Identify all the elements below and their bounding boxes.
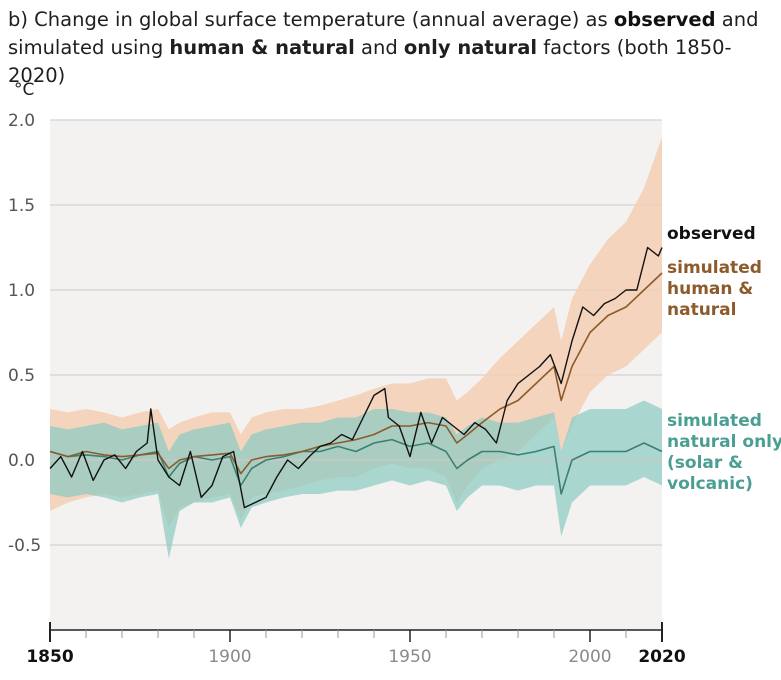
- x-tick-label: 1900: [208, 647, 251, 667]
- series-labels: observed simulated human & natural simulated…: [667, 224, 781, 494]
- uncertainty-bands: [50, 137, 662, 559]
- observed-line: [49, 246, 663, 509]
- x-tick-label: 2000: [568, 647, 611, 667]
- title-prefix: b) Change in global surface temperature …: [8, 8, 614, 31]
- title-suffix: factors (both 1850-2020): [8, 36, 732, 87]
- x-tick-label: 1850: [26, 647, 73, 667]
- title-only-natural: only natural: [403, 36, 538, 59]
- y-tick-label: 1.0: [8, 281, 35, 301]
- title-human-natural: human & natural: [169, 36, 355, 59]
- human-natural-label: simulated human & natural: [667, 258, 762, 320]
- x-axis: 1850 1900 1950 2000 2020: [26, 622, 686, 667]
- y-tick-labels: 2.0 1.5 1.0 0.5 0.0 -0.5: [8, 111, 41, 556]
- chart-title: b) Change in global surface temperature …: [8, 6, 778, 90]
- natural-only-label: simulated natural only (solar & volcanic): [667, 411, 781, 494]
- y-tick-label: -0.5: [8, 536, 41, 556]
- x-tick-label: 1950: [388, 647, 431, 667]
- human-natural-line: [49, 272, 663, 475]
- y-tick-label: 2.0: [8, 111, 35, 131]
- y-tick-label: 1.5: [8, 196, 35, 216]
- natural-only-band: [50, 400, 662, 559]
- observed-label: observed: [667, 224, 756, 244]
- y-axis-unit: °C: [14, 80, 34, 100]
- x-tick-label: 2020: [638, 647, 685, 667]
- title-mid1: and: [715, 8, 759, 31]
- natural-only-line: [49, 438, 663, 495]
- title-line2-start: simulated using: [8, 36, 170, 59]
- title-observed: observed: [613, 8, 716, 31]
- y-tick-label: 0.0: [8, 451, 35, 471]
- series-lines: [49, 246, 663, 509]
- title-mid2: and: [354, 36, 404, 59]
- y-tick-label: 0.5: [8, 366, 35, 386]
